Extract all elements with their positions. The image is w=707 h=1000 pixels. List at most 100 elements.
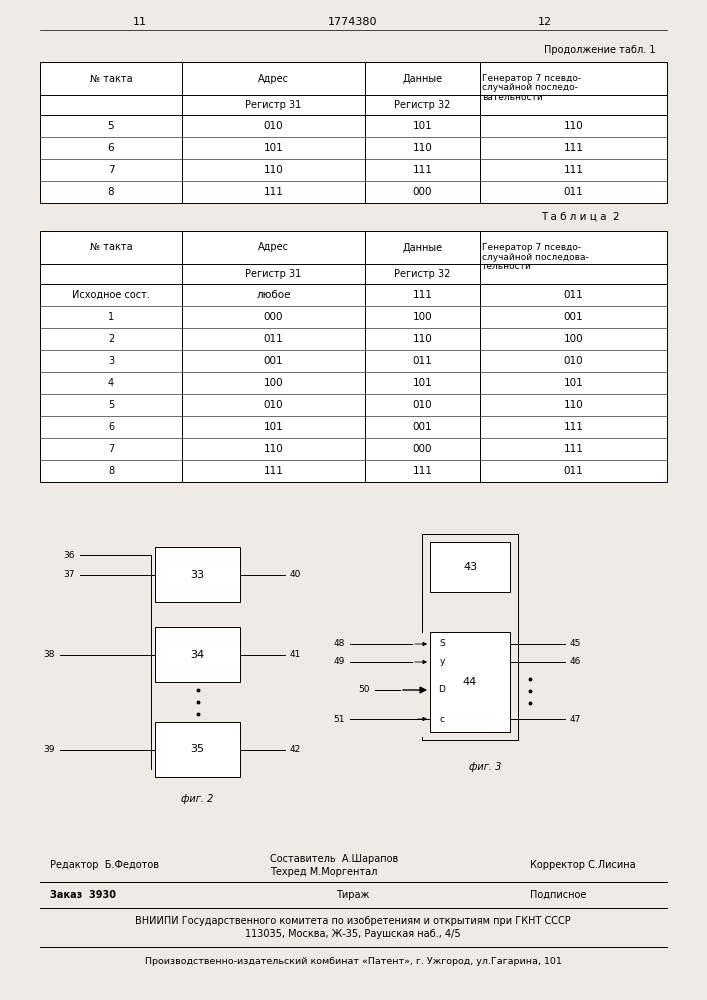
Text: 111: 111: [413, 165, 433, 175]
Text: 100: 100: [563, 334, 583, 344]
Text: 45: 45: [570, 640, 581, 648]
Text: 1774380: 1774380: [328, 17, 378, 27]
Text: Техред М.Моргентал: Техред М.Моргентал: [270, 867, 378, 877]
Text: 5: 5: [107, 121, 115, 131]
Text: 48: 48: [334, 640, 345, 648]
Text: Исходное сост.: Исходное сост.: [72, 290, 150, 300]
Text: 44: 44: [463, 677, 477, 687]
Text: Генератор 7 псевдо-: Генератор 7 псевдо-: [482, 243, 581, 252]
Text: тельности: тельности: [482, 262, 532, 271]
Text: 100: 100: [413, 312, 432, 322]
Text: 111: 111: [413, 466, 433, 476]
Text: 011: 011: [413, 356, 433, 366]
Text: 11: 11: [133, 17, 147, 27]
Text: 40: 40: [290, 570, 301, 579]
Text: Данные: Данные: [402, 73, 443, 84]
Text: 100: 100: [264, 378, 284, 388]
Text: 2: 2: [108, 334, 114, 344]
Text: 8: 8: [108, 466, 114, 476]
Bar: [40, 231, 667, 482]
Text: 42: 42: [290, 745, 301, 754]
Text: 001: 001: [413, 422, 432, 432]
Text: 36: 36: [64, 550, 75, 560]
Text: случайной последова-: случайной последова-: [482, 252, 589, 261]
Text: 111: 111: [563, 444, 583, 454]
Text: 110: 110: [563, 121, 583, 131]
Text: любое: любое: [256, 290, 291, 300]
Bar: [430, 632, 510, 732]
Text: 111: 111: [413, 290, 433, 300]
Text: Регистр 32: Регистр 32: [395, 100, 450, 110]
Text: 6: 6: [108, 422, 114, 432]
Text: Адрес: Адрес: [258, 74, 289, 84]
Text: Генератор 7 псевдо-: Генератор 7 псевдо-: [482, 74, 581, 83]
Text: 110: 110: [413, 334, 433, 344]
Text: 111: 111: [563, 143, 583, 153]
Text: 010: 010: [563, 356, 583, 366]
Text: 39: 39: [44, 745, 55, 754]
Text: 000: 000: [413, 187, 432, 197]
Text: № такта: № такта: [90, 242, 132, 252]
Text: Продолжение табл. 1: Продолжение табл. 1: [544, 45, 655, 55]
Text: 4: 4: [108, 378, 114, 388]
Text: 12: 12: [538, 17, 552, 27]
Text: 6: 6: [107, 143, 115, 153]
Text: случайной последо-: случайной последо-: [482, 84, 578, 93]
Text: 011: 011: [563, 290, 583, 300]
Text: фиг. 3: фиг. 3: [469, 762, 501, 772]
Text: 110: 110: [413, 143, 433, 153]
Text: 1: 1: [108, 312, 114, 322]
Text: № такта: № такта: [90, 74, 132, 84]
Text: 111: 111: [264, 187, 284, 197]
Text: 101: 101: [413, 378, 433, 388]
Text: 3: 3: [108, 356, 114, 366]
Text: 110: 110: [264, 165, 284, 175]
Text: 37: 37: [64, 570, 75, 579]
Text: 011: 011: [563, 466, 583, 476]
Text: Составитель  А.Шарапов: Составитель А.Шарапов: [270, 854, 398, 864]
Bar: [155, 547, 240, 602]
Text: 7: 7: [107, 165, 115, 175]
Text: 011: 011: [264, 334, 284, 344]
Text: Т а б л и ц а  2: Т а б л и ц а 2: [542, 212, 620, 222]
Text: 000: 000: [413, 444, 432, 454]
Text: 7: 7: [108, 444, 114, 454]
Bar: [430, 542, 510, 592]
Text: 111: 111: [264, 466, 284, 476]
Text: 011: 011: [563, 187, 583, 197]
Text: 010: 010: [264, 400, 284, 410]
Bar: [40, 62, 667, 203]
Text: 001: 001: [264, 356, 284, 366]
Text: 41: 41: [290, 650, 301, 659]
Text: 38: 38: [44, 650, 55, 659]
Text: фиг. 2: фиг. 2: [181, 794, 214, 804]
Text: 010: 010: [413, 400, 432, 410]
Text: Заказ  3930: Заказ 3930: [50, 890, 116, 900]
Text: D: D: [438, 686, 445, 694]
Text: 46: 46: [570, 658, 581, 666]
Text: 001: 001: [563, 312, 583, 322]
Text: Регистр 31: Регистр 31: [245, 100, 302, 110]
Text: Подписное: Подписное: [530, 890, 586, 900]
Text: 101: 101: [264, 422, 284, 432]
Text: вательности: вательности: [482, 93, 543, 102]
Text: Производственно-издательский комбинат «Патент», г. Ужгород, ул.Гагарина, 101: Производственно-издательский комбинат «П…: [144, 956, 561, 966]
Text: 113035, Москва, Ж-35, Раушская наб., 4/5: 113035, Москва, Ж-35, Раушская наб., 4/5: [245, 929, 461, 939]
Text: 111: 111: [563, 165, 583, 175]
Text: 000: 000: [264, 312, 284, 322]
Text: Регистр 31: Регистр 31: [245, 269, 302, 279]
Text: 010: 010: [264, 121, 284, 131]
Text: Регистр 32: Регистр 32: [395, 269, 450, 279]
Text: S: S: [439, 640, 445, 648]
Text: 50: 50: [358, 686, 370, 694]
Text: Адрес: Адрес: [258, 242, 289, 252]
Text: 111: 111: [563, 422, 583, 432]
Text: Корректор С.Лисина: Корректор С.Лисина: [530, 860, 636, 870]
Text: 101: 101: [413, 121, 433, 131]
Text: 34: 34: [190, 650, 204, 660]
Text: Редактор  Б.Федотов: Редактор Б.Федотов: [50, 860, 159, 870]
Text: 49: 49: [334, 658, 345, 666]
Text: ВНИИПИ Государственного комитета по изобретениям и открытиям при ГКНТ СССР: ВНИИПИ Государственного комитета по изоб…: [135, 916, 571, 926]
Text: c: c: [440, 714, 445, 724]
Text: 35: 35: [190, 744, 204, 754]
